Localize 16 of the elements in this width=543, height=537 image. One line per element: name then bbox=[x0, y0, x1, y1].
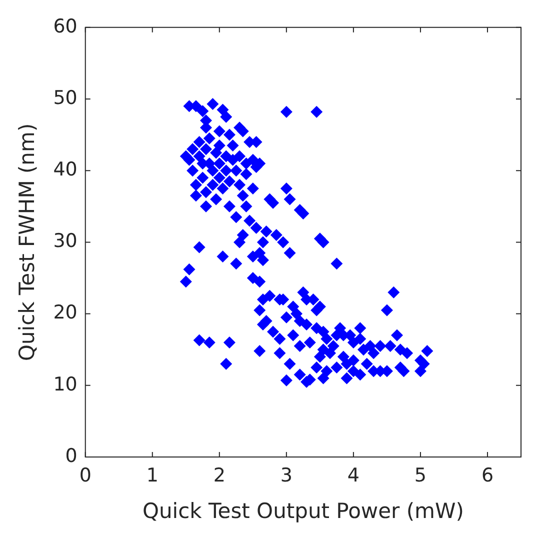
x-tick-label: 2 bbox=[213, 464, 226, 486]
y-tick-label: 60 bbox=[53, 15, 78, 38]
y-tick-label: 50 bbox=[53, 86, 78, 109]
x-tick-label: 4 bbox=[347, 464, 360, 486]
x-axis-title: Quick Test Output Power (mW) bbox=[142, 498, 464, 523]
x-tick-label: 3 bbox=[280, 464, 292, 486]
x-tick-label: 0 bbox=[79, 464, 92, 486]
y-tick-label: 30 bbox=[53, 230, 78, 252]
y-tick-label: 40 bbox=[53, 158, 78, 181]
y-axis-title: Quick Test FWHM (nm) bbox=[15, 123, 40, 362]
x-tick-label: 6 bbox=[481, 464, 494, 486]
y-tick-label: 10 bbox=[53, 373, 78, 396]
x-tick-label: 5 bbox=[414, 464, 427, 486]
x-tick-label: 1 bbox=[146, 464, 158, 486]
y-tick-label: 0 bbox=[65, 444, 78, 467]
y-tick-label: 20 bbox=[53, 302, 78, 324]
